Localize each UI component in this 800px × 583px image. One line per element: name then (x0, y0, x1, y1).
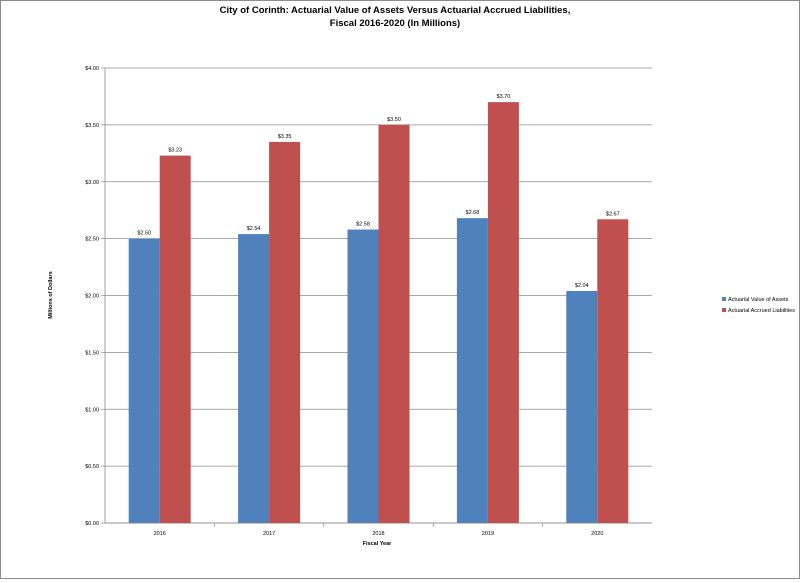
x-tick-label: 2019 (482, 531, 494, 537)
x-tick-label: 2016 (154, 531, 166, 537)
bar-assets (456, 218, 488, 523)
legend: Actuarial Value of Assets Actuarial Accru… (722, 297, 795, 314)
y-tick-label: $0.50 (85, 464, 99, 470)
bar-assets (238, 234, 270, 523)
legend-label: Actuarial Accrued Liabilities (728, 308, 795, 314)
y-tick-label: $0.00 (85, 521, 99, 527)
y-tick-label: $1.00 (85, 407, 99, 413)
data-label: $3.50 (387, 117, 401, 123)
data-label: $2.50 (137, 231, 151, 237)
bar-assets (347, 229, 379, 523)
bar-liabilities (378, 124, 410, 523)
bar-liabilities (269, 141, 301, 523)
y-axis-ticks: $0.00 $0.50 $1.00 $1.50 $2.00 $2.50 $3.00 $3.50… (85, 66, 99, 527)
chart-title-line-1: City of Corinth: Actuarial Value of Asse… (220, 5, 571, 16)
y-tick-label: $2.50 (85, 237, 99, 243)
data-label: $2.58 (356, 222, 370, 228)
y-tick-label: $4.00 (85, 66, 99, 72)
y-tick-label: $2.00 (85, 294, 99, 300)
y-axis-title: Millions of Dollars (48, 271, 54, 318)
bar-assets (128, 238, 160, 523)
x-axis-title: Fiscal Year (363, 541, 393, 547)
x-axis-ticks: 2016 2017 2018 2019 2020 (154, 531, 604, 537)
data-label: $2.54 (247, 226, 261, 232)
data-label: $3.70 (497, 94, 511, 100)
data-label: $2.68 (466, 210, 480, 216)
bar-liabilities (597, 219, 629, 523)
y-tick-label: $3.50 (85, 123, 99, 129)
x-tick-label: 2018 (372, 531, 384, 537)
legend-swatch (722, 308, 726, 312)
y-tick-label: $1.50 (85, 350, 99, 356)
y-tick-label: $3.00 (85, 180, 99, 186)
bar-assets (566, 290, 598, 523)
x-tick-label: 2020 (591, 531, 603, 537)
data-label: $3.35 (278, 134, 292, 140)
bar-liabilities (159, 155, 191, 523)
bars (128, 102, 629, 523)
data-label: $2.67 (606, 211, 620, 217)
bar-liabilities (487, 102, 519, 523)
legend-swatch (722, 297, 726, 301)
data-label: $2.04 (575, 283, 589, 289)
data-label: $3.23 (168, 148, 182, 154)
chart-title-line-2: Fiscal 2016-2020 (In Millions) (330, 18, 460, 29)
legend-label: Actuarial Value of Assets (728, 297, 789, 303)
x-tick-label: 2017 (263, 531, 275, 537)
data-labels: $2.50 $3.23 $2.54 $3.35 $2.58 $3.50 $2.68 $3.70… (137, 94, 619, 289)
